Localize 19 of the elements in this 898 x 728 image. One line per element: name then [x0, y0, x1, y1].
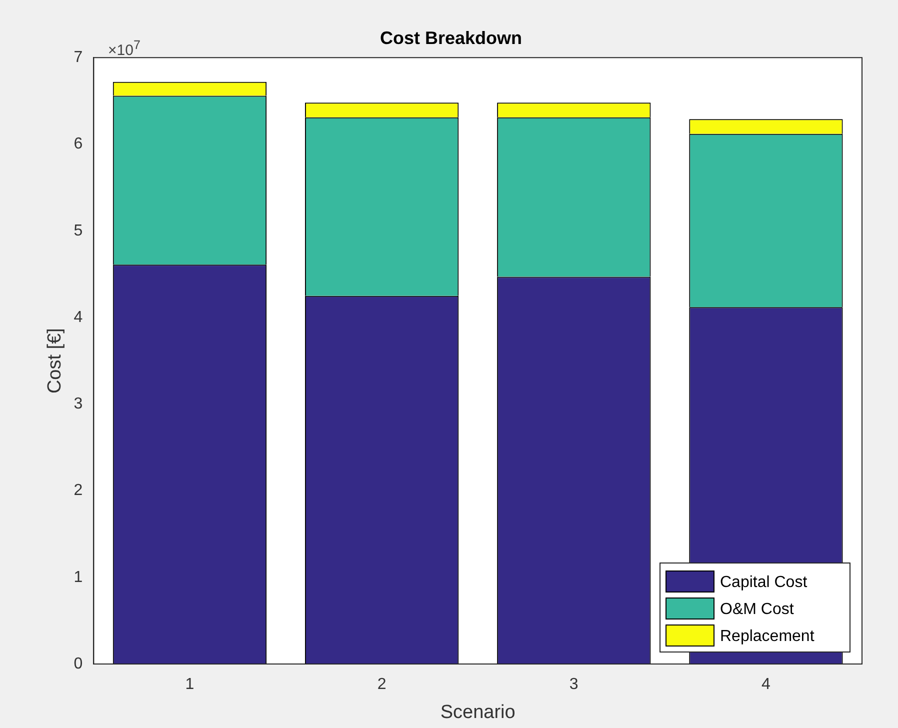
y-tick-label: 6	[74, 136, 83, 153]
y-tick-label: 7	[74, 49, 83, 66]
annotation: ×10$^{7}$	[108, 38, 140, 59]
y-tick-label: 2	[74, 482, 83, 500]
legend-label: O&M Cost	[720, 600, 794, 618]
y-axis-title: Cost [€]	[44, 328, 66, 394]
x-axis-title: Scenario	[440, 702, 516, 723]
legend-label: Replacement	[720, 628, 815, 645]
y-tick-label: 1	[74, 568, 83, 586]
x-tick-label: 4	[762, 676, 771, 694]
legend-label: Capital Cost	[720, 574, 808, 591]
y-tick-label: 4	[74, 308, 83, 326]
y-tick-label: 5	[74, 222, 83, 240]
y-tick-label: 3	[74, 396, 83, 413]
y-tick-label: 0	[74, 655, 83, 672]
x-tick-label: 3	[569, 676, 578, 694]
x-tick-label: 2	[377, 676, 386, 694]
chart-title: Cost Breakdown	[380, 28, 522, 48]
x-tick-label: 1	[185, 676, 194, 694]
